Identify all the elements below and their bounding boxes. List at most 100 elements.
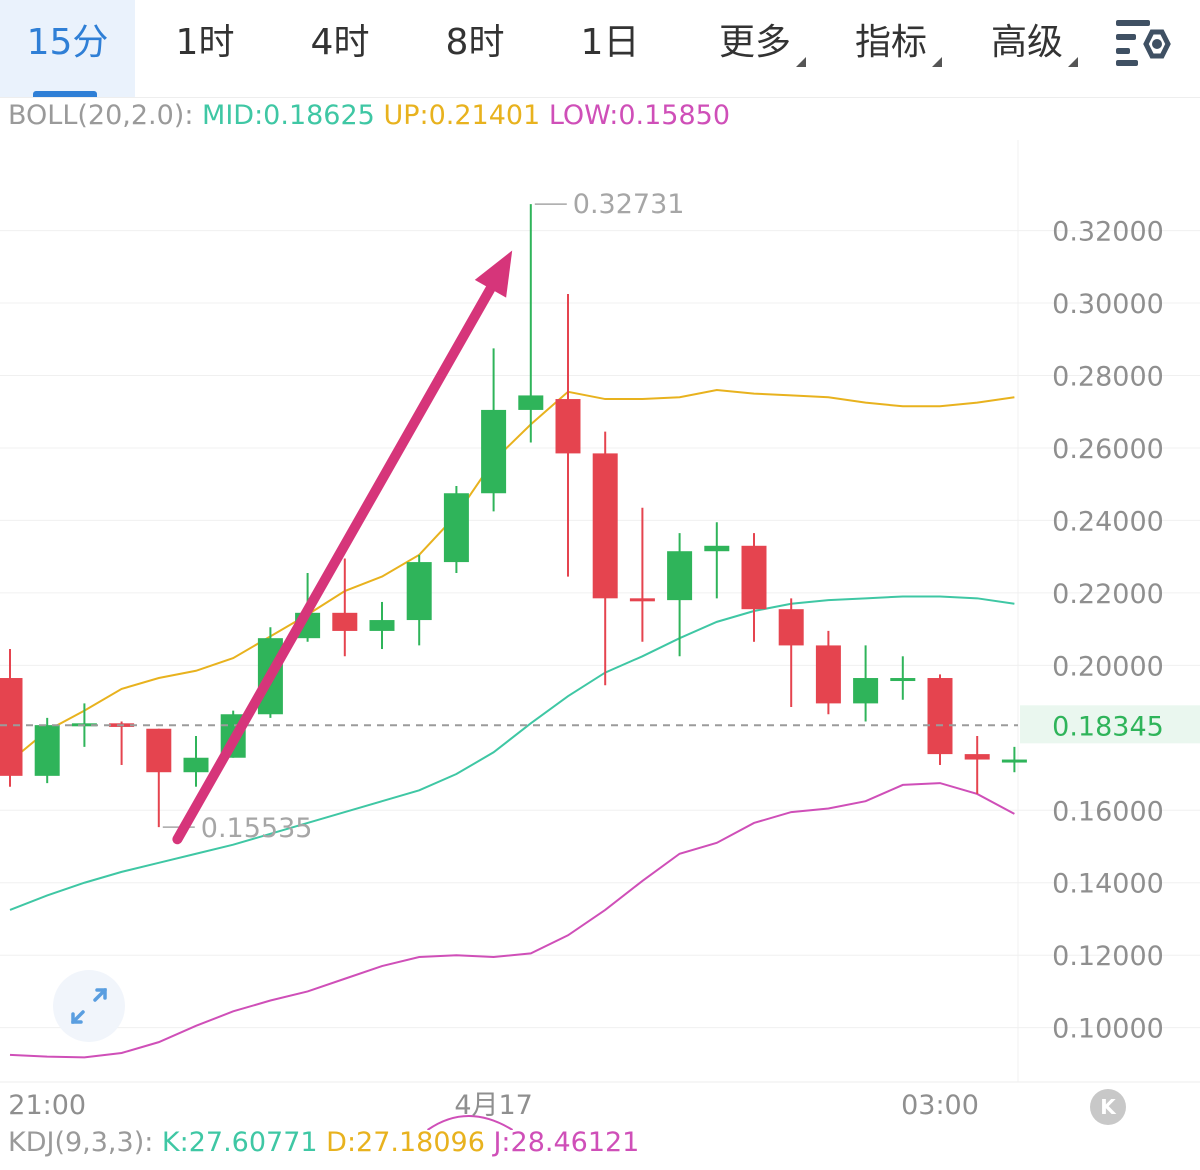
candle-down [927,674,953,765]
boll-name: BOLL(20,2.0): [8,100,194,131]
boll-mid-value: MID:0.18625 [202,100,375,131]
candle-down [964,735,990,794]
boll-upper-line [9,388,1015,763]
y-tick-label: 0.14000 [1052,869,1164,900]
fullscreen-button[interactable] [53,970,125,1042]
candle-down [146,728,172,828]
min-price-label: 0.15535 [201,813,313,844]
tab-1day[interactable]: 1日 [545,0,675,97]
active-tab-indicator [33,91,97,97]
dropdown-caret-icon [932,57,942,67]
tab-advanced-dropdown[interactable]: 高级 [972,0,1082,97]
candle-up [406,554,432,646]
candlestick-chart[interactable]: 0.18345 0.32731 0.15535 0.32000 0.30000 0.28… [0,140,1200,1130]
boll-legend: BOLL(20,2.0): MID:0.18625 UP:0.21401 LOW… [8,100,730,131]
y-tick-label: 0.12000 [1052,941,1164,972]
candle-body [406,562,432,621]
candle-down [555,293,581,577]
tab-label: 1日 [580,22,640,63]
x-tick-label: 21:00 [8,1090,86,1121]
chart-overlay: 0.18345 0.32731 0.15535 [0,189,1200,1130]
k-icon: K [1100,1095,1116,1119]
kdj-d-value: D:27.18096 [326,1127,485,1158]
collapse-k-button[interactable]: K [1090,1089,1126,1125]
candle-body [183,757,209,773]
candle-body [443,493,469,563]
candlestick-settings-icon[interactable] [1110,14,1176,72]
chart-grid [0,140,1200,1083]
max-price-label: 0.32731 [573,189,685,220]
candle-up [369,601,395,650]
x-tick-label: 03:00 [901,1090,979,1121]
current-price-tag [1020,705,1200,744]
dropdown-caret-icon [1068,57,1078,67]
candle-body [369,620,395,631]
candle-up [890,656,916,700]
tab-indicators-dropdown[interactable]: 指标 [836,0,946,97]
boll-up-value: UP:0.21401 [383,100,541,131]
candle-body [146,728,172,773]
kdj-j-value: J:28.46121 [493,1127,640,1158]
boll-mid-line [9,595,1015,911]
tab-4hour[interactable]: 4时 [275,0,405,97]
expand-arrows-icon [71,988,107,1024]
tab-label: 更多 [718,22,791,63]
candle-up [481,348,507,512]
candle-body [34,725,60,776]
period-tab-bar: 15分 1时 4时 8时 1日 更多 指标 高级 [0,0,1200,98]
candle-body [332,612,358,631]
kdj-k-value: K:27.60771 [161,1127,318,1158]
candle-body [667,551,693,601]
candle-down [592,431,618,686]
candle-body [927,678,953,755]
candle-up [443,486,469,573]
y-tick-label: 0.26000 [1052,434,1164,465]
y-tick-label: 0.16000 [1052,796,1164,827]
candle-down [332,558,358,657]
candle-up [704,522,730,599]
candle-down [0,649,23,787]
candle-body [778,609,804,646]
y-tick-label: 0.30000 [1052,289,1164,320]
candle-body [481,409,507,494]
candle-body [853,678,879,704]
candle-down [741,533,767,642]
candle-down [109,721,135,765]
dropdown-caret-icon [796,57,806,67]
candle-up [853,645,879,722]
candle-up [183,735,209,787]
tab-1hour[interactable]: 1时 [140,0,270,97]
tab-more-dropdown[interactable]: 更多 [700,0,810,97]
tab-15min[interactable]: 15分 [0,0,135,97]
y-tick-label: 0.22000 [1052,579,1164,610]
candle-body [518,395,544,410]
candle-body [704,545,730,552]
boll-low-value: LOW:0.15850 [548,100,731,131]
tab-label: 8时 [445,22,505,63]
y-tick-label: 0.10000 [1052,1014,1164,1045]
trend-arrow-shaft [172,283,496,845]
y-tick-label: 0.24000 [1052,506,1164,537]
candle-body [0,678,23,776]
candle-up [518,204,544,443]
candle-body [815,645,841,704]
chart-axes: 0.32000 0.30000 0.28000 0.26000 0.24000 0.220… [8,217,1164,1121]
tab-label: 高级 [990,22,1063,63]
tab-8hour[interactable]: 8时 [410,0,540,97]
trend-arrow-head [474,250,513,298]
tab-label: 15分 [26,22,109,63]
boll-lower-line [9,782,1015,1059]
candle-body [592,453,618,599]
candle-body [964,754,990,760]
candle-down [778,598,804,708]
x-tick-label: 4月17 [454,1090,533,1121]
y-tick-label: 0.28000 [1052,362,1164,393]
candle-down [815,630,841,715]
y-tick-label: 0.20000 [1052,651,1164,682]
current-price-label: 0.18345 [1052,711,1164,742]
candle-up [667,533,693,657]
kdj-j-line-peek [426,1115,514,1130]
candle-body [741,545,767,610]
candles [0,204,1027,828]
candle-down [629,507,655,642]
